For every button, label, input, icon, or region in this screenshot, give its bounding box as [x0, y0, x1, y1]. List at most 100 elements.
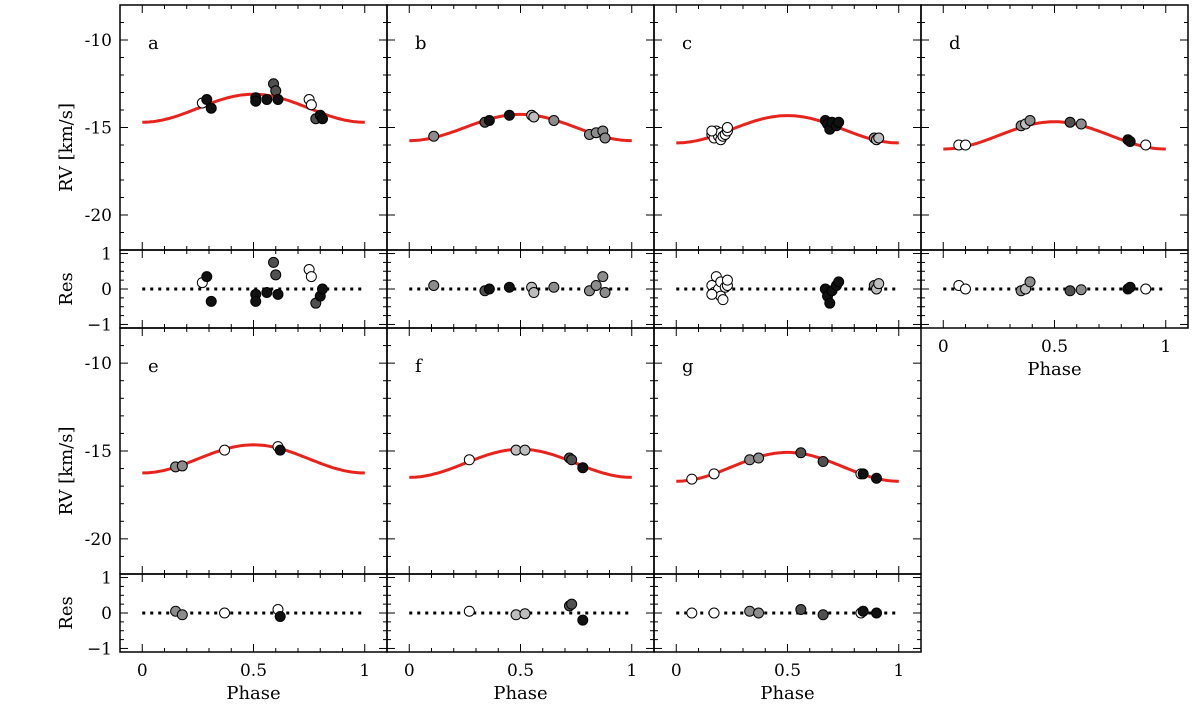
res-tick-label: 1: [101, 245, 112, 265]
residual-data-point: [1075, 284, 1087, 296]
residual-data-point: [528, 287, 540, 299]
rv-axes-frame: [119, 4, 388, 251]
x-axis-title: Phase: [493, 683, 547, 704]
residual-data-point: [590, 279, 602, 291]
rv-data-point: [176, 460, 188, 472]
panel-label: a: [148, 33, 159, 54]
residual-data-point: [1064, 285, 1076, 297]
rv-data-point: [708, 468, 720, 480]
panel-label: f: [415, 356, 423, 377]
rv-axis-title: RV [km/s]: [56, 103, 77, 192]
res-tick-label: 0: [101, 280, 112, 300]
panel-f: f 0 0.5 1 Phase: [386, 327, 655, 704]
rv-data-point: [599, 132, 611, 144]
x-tick-label: 0: [938, 337, 949, 357]
residual-data-point: [274, 611, 286, 623]
residual-data-point: [717, 294, 729, 306]
rv-data-point: [305, 99, 317, 111]
panel-c: c: [653, 4, 922, 329]
panel-label: c: [682, 33, 692, 54]
panel-e: e -10 -15 -20 1 0 −1 0 0.5 1 Phase RV [km/s] Res: [56, 327, 388, 704]
rv-axes-frame: [653, 4, 922, 251]
residual-data-point: [250, 295, 262, 307]
x-tick-label: 1: [359, 661, 370, 681]
x-tick-label: 0.5: [240, 661, 267, 681]
rv-data-point: [1075, 118, 1087, 130]
rv-data-point: [960, 139, 971, 151]
rv-data-point: [795, 447, 807, 459]
residual-data-point: [1140, 283, 1152, 295]
rv-tick-label: -20: [85, 530, 112, 550]
rv-tick-label: -15: [85, 119, 112, 139]
rv-tick-label: -20: [85, 206, 112, 226]
rv-data-point: [1124, 136, 1136, 147]
panel-label: g: [682, 356, 694, 377]
rv-data-point: [528, 111, 540, 123]
rv-data-point: [428, 130, 440, 142]
res-axis-title: Res: [56, 272, 77, 305]
x-tick-label: 0.5: [1041, 337, 1068, 357]
panel-label: e: [148, 356, 159, 377]
residual-data-point: [1024, 276, 1036, 288]
residual-data-point: [205, 295, 217, 307]
x-tick-label: 0: [404, 661, 415, 681]
rv-data-point: [817, 456, 829, 468]
residual-data-point: [824, 297, 836, 309]
rv-data-point: [503, 109, 515, 121]
residual-data-point: [721, 274, 733, 286]
residual-data-point: [219, 607, 231, 619]
panel-g: g 0 0.5 1 Phase: [653, 327, 922, 704]
rv-tick-label: -10: [85, 354, 112, 374]
residual-data-point: [686, 607, 698, 619]
residual-data-point: [548, 281, 560, 293]
x-axis-title: Phase: [1027, 359, 1081, 380]
residual-data-point: [871, 607, 882, 619]
x-tick-label: 1: [1160, 337, 1171, 357]
residual-data-point: [316, 283, 328, 295]
rv-axis-title: RV [km/s]: [56, 427, 77, 516]
panel-b: b: [386, 4, 655, 329]
rv-data-point: [519, 444, 531, 456]
panel-d: d 0 0.5 1 Phase: [920, 4, 1189, 380]
x-axis-title: Phase: [226, 683, 280, 704]
residual-data-point: [1124, 281, 1136, 293]
rv-data-point: [686, 473, 698, 485]
rv-tick-label: -15: [85, 442, 112, 462]
model-rv-curve: [409, 447, 632, 479]
rv-tick-label: -10: [85, 31, 112, 51]
rv-data-point: [316, 113, 328, 125]
x-tick-label: 0.5: [507, 661, 534, 681]
residual-data-point: [201, 271, 213, 283]
x-axis-title: Phase: [760, 683, 814, 704]
x-tick-label: 1: [893, 661, 904, 681]
residual-data-point: [795, 603, 807, 615]
x-tick-label: 1: [626, 661, 637, 681]
residual-data-point: [706, 288, 718, 300]
residual-data-point: [270, 269, 282, 281]
residual-data-point: [272, 288, 284, 300]
rv-data-point: [721, 122, 733, 133]
rv-data-point: [873, 132, 885, 144]
residual-data-point: [519, 608, 531, 620]
rv-data-point: [219, 444, 231, 456]
rv-data-point: [548, 115, 560, 126]
residual-data-point: [577, 614, 589, 626]
panel-label: d: [949, 33, 961, 54]
residual-data-point: [753, 607, 765, 619]
residual-data-point: [873, 278, 885, 290]
rv-data-point: [250, 95, 262, 107]
rv-data-point: [833, 116, 845, 128]
res-tick-label: 0: [101, 604, 112, 624]
residual-data-point: [708, 607, 720, 619]
residual-data-point: [597, 271, 609, 283]
rv-data-point: [1140, 139, 1152, 151]
x-tick-label: 0: [137, 661, 148, 681]
residual-data-point: [176, 609, 188, 621]
x-tick-label: 0.5: [774, 661, 801, 681]
residual-data-point: [463, 605, 475, 617]
residual-data-point: [305, 271, 317, 283]
residual-data-point: [833, 276, 845, 288]
rv-axes-frame: [119, 327, 388, 575]
x-tick-label: 0: [671, 661, 682, 681]
